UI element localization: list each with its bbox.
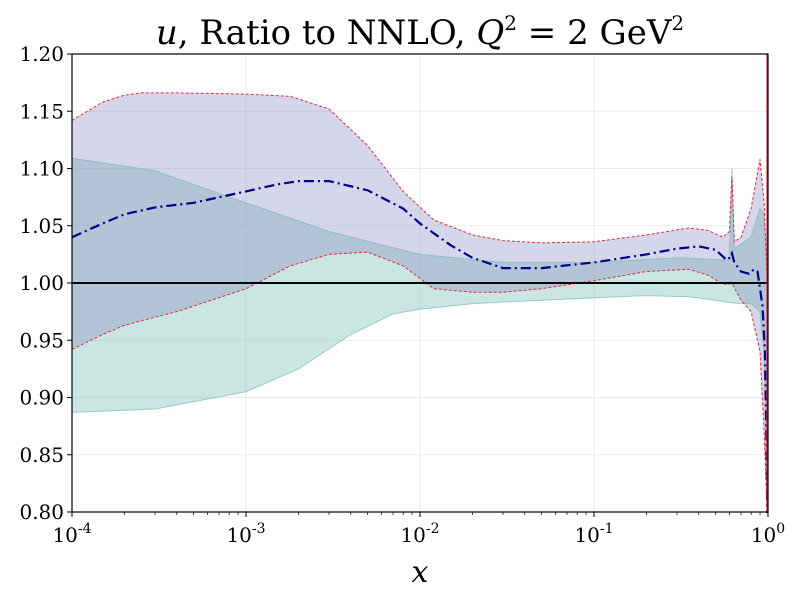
y-tick-label: 0.80	[19, 500, 64, 524]
x-axis-label: x	[412, 555, 429, 590]
y-tick-label: 1.05	[19, 214, 64, 238]
title-q-sup: 2	[504, 11, 517, 35]
bands	[72, 92, 768, 513]
y-tick-label: 1.00	[19, 271, 64, 295]
x-tick-label: 10-2	[400, 521, 439, 547]
central-line	[71, 180, 769, 514]
chart-title: u, Ratio to NNLO, Q2 = 2 GeV2	[156, 11, 684, 53]
band-b-upper-edge	[71, 157, 769, 513]
band-a-lower-edge	[71, 251, 768, 513]
title-eq: = 2 GeV	[517, 13, 673, 53]
y-tick-label: 1.20	[19, 42, 64, 66]
y-tick-label: 0.85	[19, 443, 64, 467]
band-b-lower-edge	[71, 295, 768, 513]
band-a-fill	[72, 92, 768, 513]
x-tick-label: 10-3	[226, 521, 265, 547]
x-tick-label: 100	[751, 521, 785, 547]
y-tick-label: 0.90	[19, 386, 64, 410]
band-a-upper-edge	[71, 92, 769, 513]
y-tick-label: 0.95	[19, 328, 64, 352]
title-text: , Ratio to NNLO,	[178, 13, 477, 53]
y-axis: 0.80 0.85 0.90 0.95 1.00 1.05 1.10 1.15 1.20	[19, 42, 72, 524]
title-unit-sup: 2	[671, 11, 684, 35]
title-q: Q	[476, 13, 504, 53]
band-b-fill	[72, 158, 768, 512]
y-tick-label: 1.15	[19, 99, 64, 123]
title-var: u	[156, 13, 178, 53]
lines	[71, 54, 769, 514]
x-tick-label: 10-1	[574, 521, 613, 547]
x-axis: 10-4 10-3 10-2 10-1 100	[52, 512, 785, 547]
y-tick-label: 1.10	[19, 157, 64, 181]
x-tick-label: 10-4	[52, 521, 91, 547]
